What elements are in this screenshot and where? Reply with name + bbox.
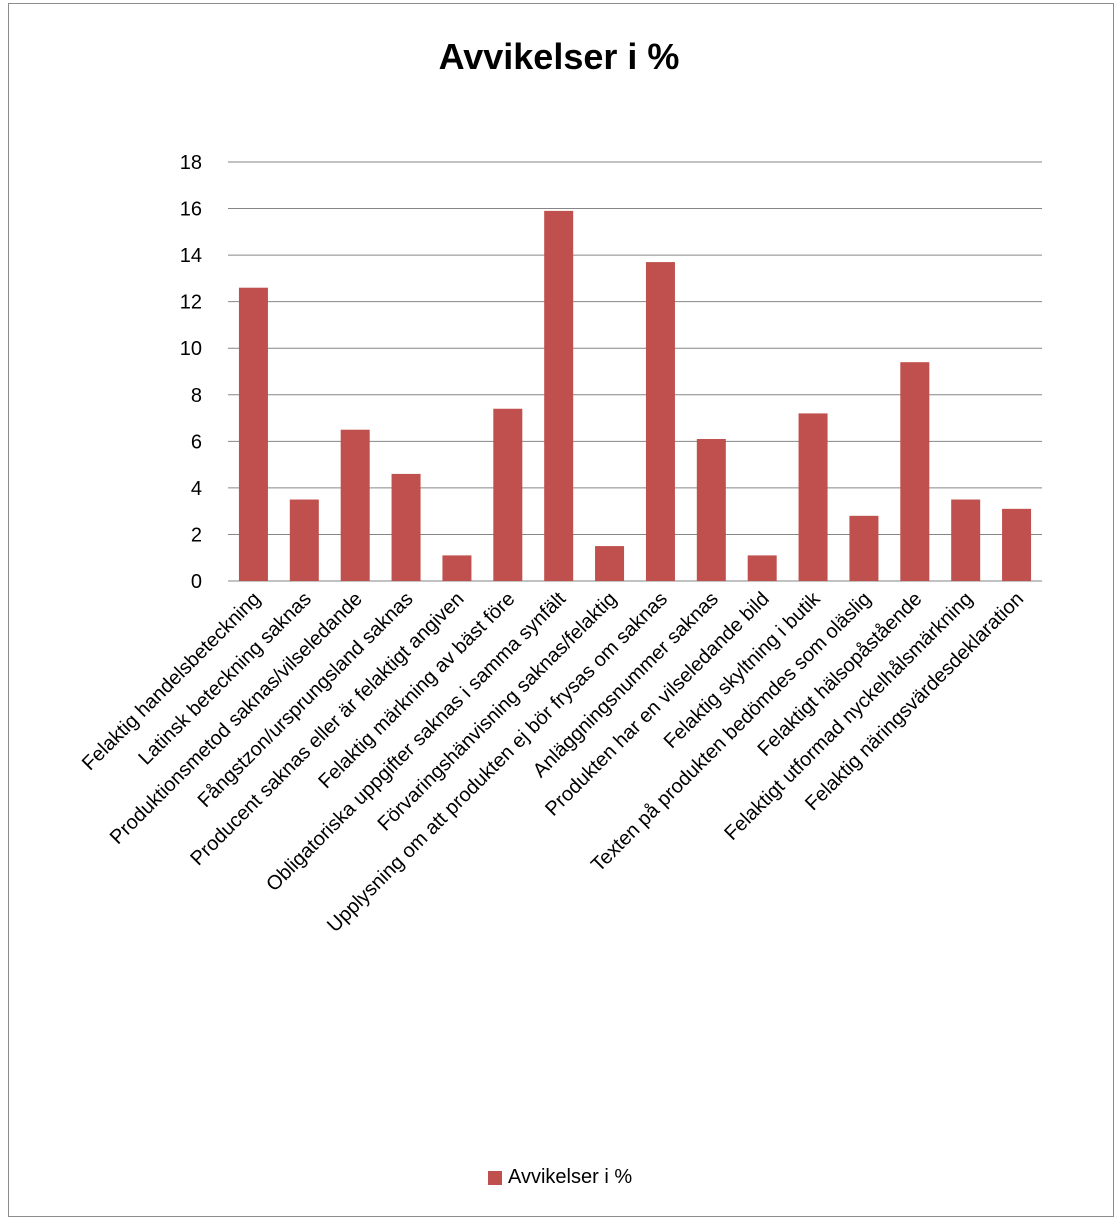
- bar: [696, 439, 726, 581]
- bar: [849, 515, 879, 581]
- y-tick-label: 4: [191, 478, 202, 500]
- y-tick-label: 2: [191, 524, 202, 546]
- bar: [951, 499, 981, 581]
- bar: [289, 499, 319, 581]
- y-axis-tick-labels: 0 2 4 6 8 10 12 14 16 18: [180, 152, 202, 593]
- bar: [544, 210, 574, 581]
- bar: [340, 429, 370, 581]
- y-tick-label: 8: [191, 385, 202, 407]
- y-tick-label: 12: [180, 292, 202, 314]
- bar: [1002, 508, 1032, 581]
- bar: [798, 413, 828, 581]
- bar: [442, 555, 472, 581]
- legend-label: Avvikelser i %: [508, 1166, 633, 1188]
- bar: [645, 262, 675, 581]
- y-tick-label: 6: [191, 431, 202, 453]
- chart-title: Avvikelser i %: [438, 36, 680, 77]
- y-tick-label: 14: [180, 245, 202, 267]
- y-tick-label: 0: [191, 571, 202, 593]
- y-tick-label: 16: [180, 199, 202, 221]
- bar: [900, 362, 930, 581]
- bar: [493, 408, 523, 581]
- bar: [595, 546, 625, 581]
- legend: Avvikelser i %: [488, 1166, 632, 1189]
- chart-frame: [8, 3, 1114, 1217]
- legend-swatch: [488, 1170, 502, 1185]
- y-tick-label: 10: [180, 338, 202, 360]
- bar: [391, 473, 421, 581]
- bar: [747, 555, 777, 581]
- chart-plot: 0 2 4 6 8 10 12 14 16 18 Felaktig handelsbeteckni…: [78, 152, 1042, 937]
- bars: [238, 210, 1032, 581]
- y-tick-label: 18: [180, 152, 202, 174]
- bar: [238, 287, 268, 581]
